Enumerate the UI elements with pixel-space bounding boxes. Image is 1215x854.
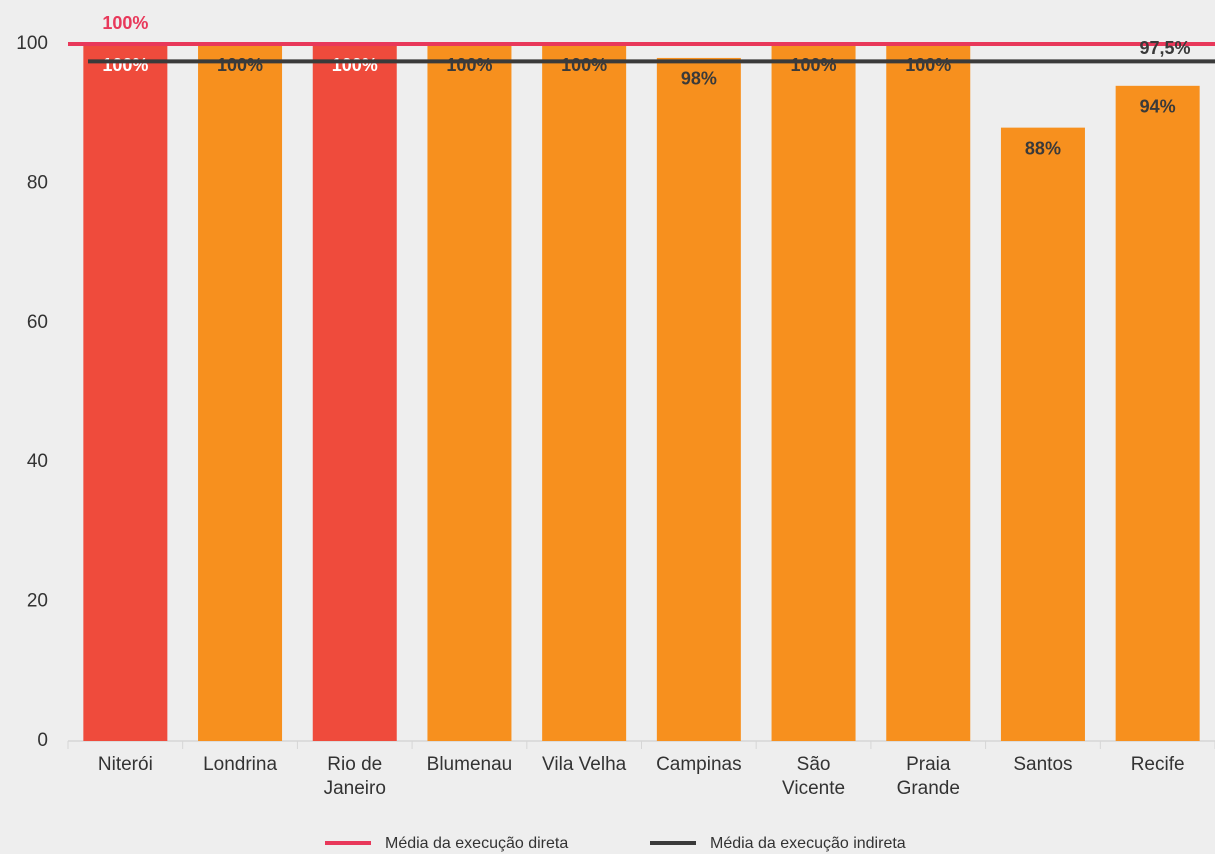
- value-label: 100%: [102, 55, 148, 75]
- value-label: 100%: [905, 55, 951, 75]
- x-tick-label: Campinas: [656, 754, 742, 775]
- x-tick-label: Londrina: [203, 754, 278, 775]
- y-tick-label: 20: [27, 591, 48, 612]
- y-tick-label: 80: [27, 172, 48, 193]
- y-tick-label: 60: [27, 312, 48, 333]
- value-label: 94%: [1140, 97, 1176, 117]
- value-label: 100%: [217, 55, 263, 75]
- bar: [1000, 127, 1085, 741]
- y-tick-label: 100: [16, 33, 48, 54]
- x-tick-label: Vila Velha: [542, 754, 627, 775]
- bar: [1115, 85, 1200, 741]
- bar: [83, 44, 168, 741]
- line-label: 100%: [102, 13, 148, 33]
- line-label: 97,5%: [1139, 38, 1190, 58]
- bar: [886, 44, 971, 741]
- bar: [656, 57, 741, 741]
- value-label: 88%: [1025, 138, 1061, 158]
- bar: [542, 44, 627, 741]
- legend-swatch: [325, 841, 371, 845]
- x-tick-label: Blumenau: [426, 754, 513, 775]
- value-label: 100%: [791, 55, 837, 75]
- value-label: 100%: [561, 55, 607, 75]
- bar: [427, 44, 512, 741]
- y-tick-label: 0: [37, 730, 48, 751]
- legend-label: Média da execução indireta: [710, 835, 906, 852]
- x-tick-label: Santos: [1013, 754, 1073, 775]
- x-tick-label: São Vicente: [782, 754, 846, 799]
- value-label: 100%: [446, 55, 492, 75]
- legend-swatch: [650, 841, 696, 845]
- bar: [771, 44, 856, 741]
- x-tick-label: Rio de Janeiro: [323, 754, 386, 799]
- value-label: 100%: [332, 55, 378, 75]
- value-label: 98%: [681, 69, 717, 89]
- legend-label: Média da execução direta: [385, 835, 568, 852]
- x-tick-label: Niterói: [97, 754, 153, 775]
- y-tick-label: 40: [27, 451, 48, 472]
- x-tick-label: Praia Grande: [896, 754, 960, 799]
- bar: [198, 44, 283, 741]
- bar: [312, 44, 397, 741]
- x-tick-label: Recife: [1130, 754, 1185, 775]
